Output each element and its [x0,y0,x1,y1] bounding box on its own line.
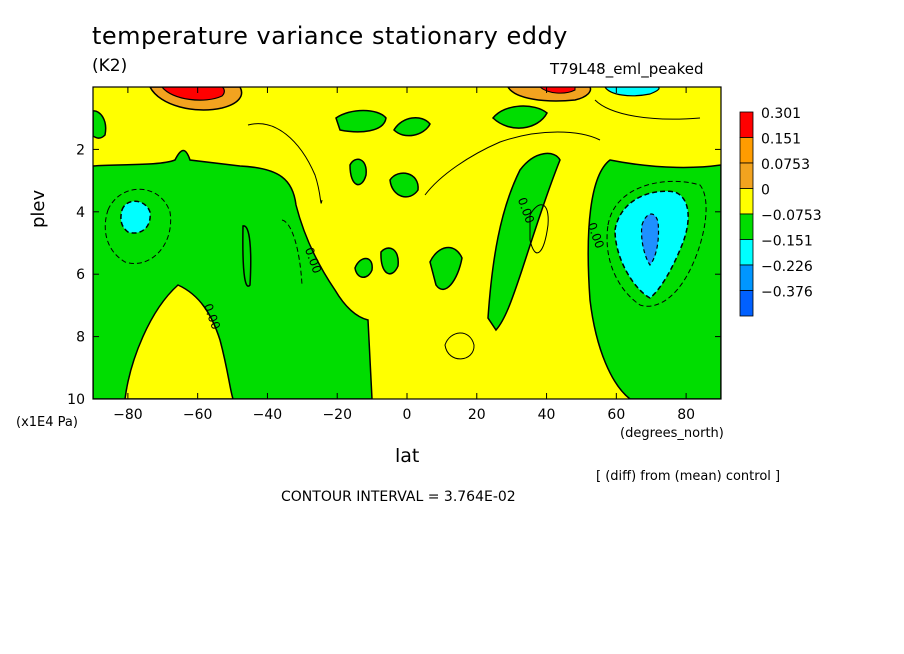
legend-swatch [739,137,754,164]
negative-patch-upper-4 [93,110,107,139]
plot-area [93,87,721,399]
contour-interval: CONTOUR INTERVAL = 3.764E-02 [281,489,516,505]
legend-swatch [739,264,754,291]
chart-units: (K2) [92,56,128,76]
x-tick-label: 80 [677,407,695,423]
peak-positive-upper-2 [539,87,576,94]
x-tick-label: −80 [113,407,143,423]
contour-line-8 [594,99,701,120]
y-tick-label: 10 [67,392,85,408]
negative-patch-upper-3 [491,105,548,129]
negative-patch-upper-2 [393,117,431,137]
legend-label: −0.226 [761,259,813,275]
y-axis: 2 4 6 8 10 [67,142,721,408]
contour-line-5 [104,188,172,264]
x-tick-label: 40 [538,407,556,423]
y-tick-label: 2 [76,142,85,158]
diff-note: [ (diff) from (mean) control ] [596,469,781,484]
peak-positive-upper [161,87,225,101]
legend-swatch [739,239,754,266]
legend-label: −0.151 [761,234,813,250]
strong-negative-southern [120,200,151,234]
x-tick-label: 0 [403,407,412,423]
negative-patch-lower-3 [380,247,399,275]
strong-negative-upper [604,87,660,97]
colorbar-legend: 0.301 0.151 0.0753 0 −0.0753 −0.151 −0.226 −0.3… [739,106,822,317]
negative-patch-lower-2 [354,257,373,278]
negative-patch-upper-1 [335,109,387,133]
y-axis-units: (x1E4 Pa) [16,415,78,430]
legend-label: −0.0753 [761,208,822,224]
legend-swatch [739,188,754,215]
contour-line-1 [247,123,323,204]
negative-patch-mid-1 [349,158,367,186]
negative-tongue-midlatitude [487,152,561,332]
x-axis-label: lat [395,445,420,467]
legend-swatch [739,290,754,317]
x-tick-label: 60 [607,407,625,423]
legend-label: 0.0753 [761,157,810,173]
x-axis-units: (degrees_north) [620,426,724,441]
x-tick-label: −60 [183,407,213,423]
negative-patch-lower-1 [429,246,463,291]
legend-label: −0.376 [761,285,813,301]
legend-swatch [739,162,754,189]
x-axis: −80 −60 −40 −20 0 20 40 60 80 [113,87,695,423]
contour-line-3 [444,332,475,360]
y-tick-label: 6 [76,267,85,283]
experiment-label: T79L48_eml_peaked [550,60,704,78]
legend-swatch [739,213,754,240]
legend-swatch [739,111,754,138]
legend-label: 0.301 [761,106,801,122]
legend-label: 0.151 [761,132,801,148]
peak-negative-northern [640,213,660,266]
y-tick-label: 4 [76,205,85,221]
contour-line-2 [424,131,601,196]
negative-patch-mid-2 [389,172,419,198]
y-tick-label: 8 [76,330,85,346]
contour-line-7 [281,219,303,286]
negative-sliver [242,225,252,287]
legend-label: 0 [761,183,770,199]
contour-line-4 [529,204,549,254]
x-tick-label: 20 [468,407,486,423]
x-tick-label: −20 [322,407,352,423]
chart-title: temperature variance stationary eddy [92,22,568,50]
positive-pocket-southern [124,284,234,399]
x-tick-label: −40 [253,407,283,423]
contour-line-6 [606,180,707,307]
